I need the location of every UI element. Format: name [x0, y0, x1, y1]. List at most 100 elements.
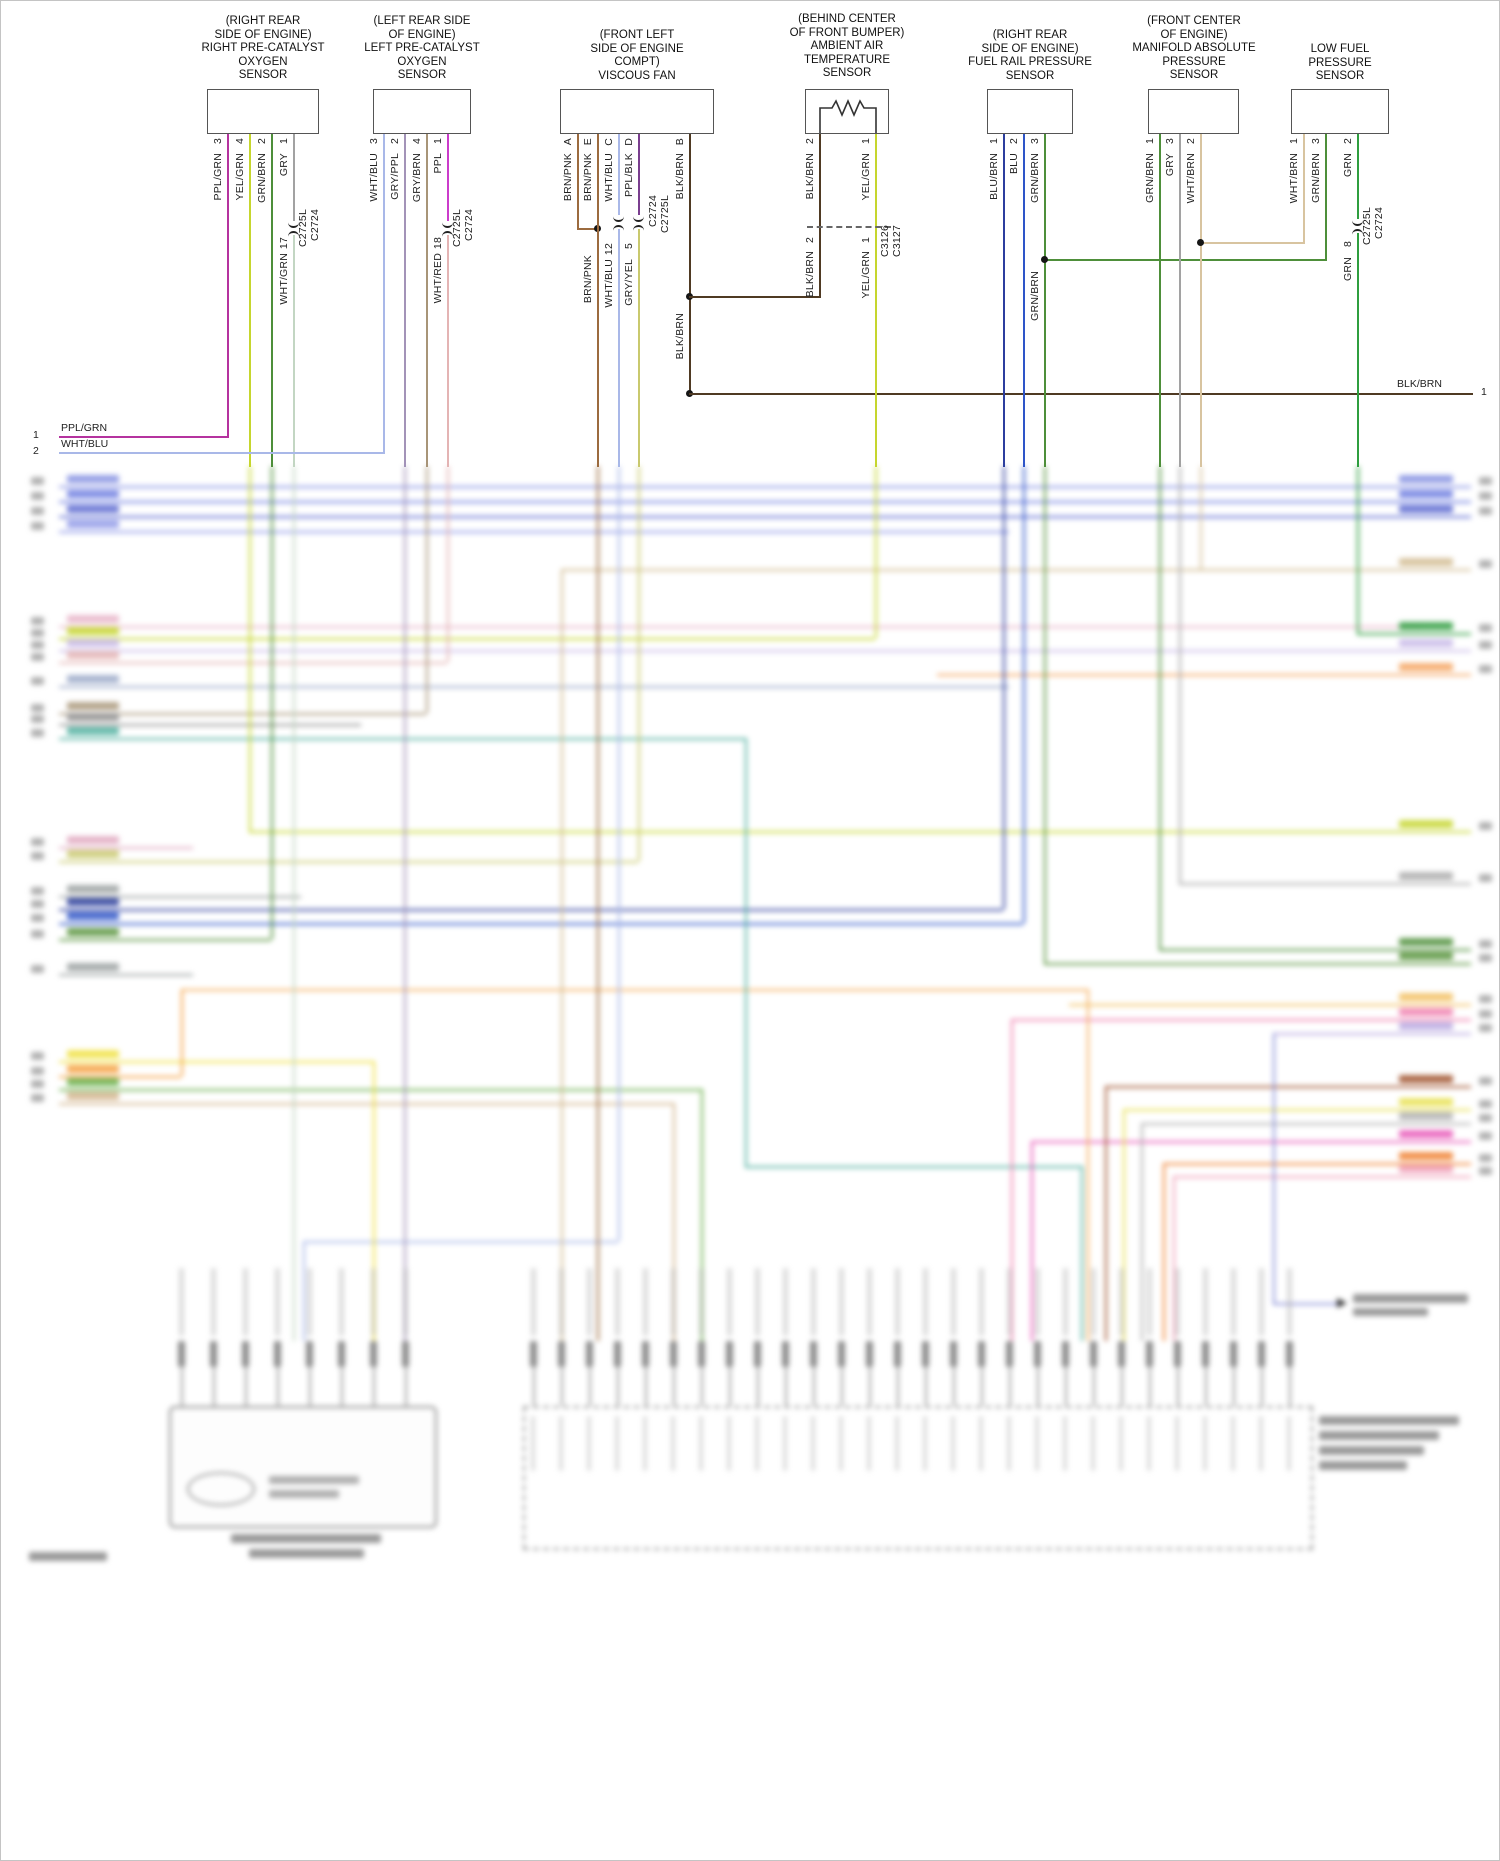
wire-blkbrn-link	[689, 296, 821, 298]
blurred-row-number	[31, 477, 44, 485]
wire-ppl	[447, 134, 449, 221]
blurred-pin-lead	[953, 1367, 955, 1406]
blurred-wire	[59, 516, 1471, 518]
blurred-wire-label	[1399, 938, 1453, 946]
blurred-wire	[59, 923, 1023, 925]
inline-connector-icon	[1352, 219, 1363, 236]
pin-label: D	[623, 138, 635, 146]
wire-label: BRN/PNK	[582, 255, 594, 304]
blurred-row-number	[1479, 1114, 1492, 1122]
blurred-pin-lead	[1121, 1367, 1123, 1406]
blurred-connector-pin	[530, 1341, 537, 1367]
blurred-wire	[701, 1089, 703, 1341]
wire-pplblk	[638, 134, 640, 215]
wire-label: PPL/GRN	[212, 153, 224, 201]
wire-blubrn	[1003, 134, 1005, 467]
blurred-pin-label	[867, 1268, 872, 1336]
blurred-connector-pin	[754, 1341, 761, 1367]
blurred-pin-lead	[757, 1367, 759, 1406]
blurred-pin-label	[243, 1268, 248, 1336]
blurred-row-number	[1479, 995, 1492, 1003]
connector-label: C2725L	[1361, 207, 1373, 245]
blurred-pin-label	[727, 1416, 731, 1471]
wire-label: YEL/GRN	[860, 153, 872, 201]
blurred-connector-pin	[1118, 1341, 1125, 1367]
blurred-pin-lead	[1149, 1367, 1151, 1406]
blurred-wire	[59, 1076, 181, 1078]
blurred-wire-label	[1399, 1112, 1453, 1120]
blurred-wire	[1044, 963, 1471, 965]
blurred-pin-label	[699, 1268, 704, 1336]
blurred-wire	[293, 466, 295, 1341]
blurred-wire	[59, 724, 361, 726]
blurred-wire	[1123, 1109, 1471, 1111]
wire-label: BLU	[1008, 153, 1020, 175]
blurred-row-number	[31, 852, 44, 860]
blurred-wire-label	[67, 836, 119, 844]
blurred-pin-lead	[1261, 1367, 1263, 1406]
blurred-wire-label	[1399, 505, 1453, 513]
blurred-caption	[1353, 1308, 1428, 1316]
pin-label: 2	[389, 138, 401, 145]
inline-connector-icon	[613, 215, 624, 232]
blurred-wire-label	[1399, 872, 1453, 880]
wire-yelgrn	[249, 134, 251, 467]
wire-label: YEL/GRN	[234, 153, 246, 201]
blurred-pin-label	[1231, 1268, 1236, 1336]
blurred-pin-label	[727, 1268, 732, 1336]
blurred-wire-label	[67, 675, 119, 683]
blurred-pin-label	[615, 1268, 620, 1336]
blurred-connector-pin	[1202, 1341, 1209, 1367]
connector-label: C2724	[647, 195, 659, 227]
wire-whtgrn	[293, 235, 295, 467]
blurred-wire	[59, 1061, 373, 1063]
wire-grybrn	[426, 134, 428, 467]
wire-whtbrn-lf	[1303, 134, 1305, 244]
connector-label: C2724	[463, 209, 475, 241]
wire-label: GRN	[1342, 257, 1354, 281]
blurred-wire	[1031, 1141, 1471, 1143]
blurred-pin-label	[643, 1416, 647, 1471]
resistor-icon	[819, 98, 877, 133]
blurred-pin-label	[1175, 1268, 1180, 1336]
blurred-row-number	[31, 629, 44, 637]
blurred-pin-lead	[561, 1367, 563, 1406]
right-o2-sensor-box	[207, 89, 319, 134]
blurred-connector-pin	[1062, 1341, 1069, 1367]
blurred-wire-label	[1399, 952, 1453, 960]
blurred-row-number	[31, 838, 44, 846]
blurred-row-number	[31, 965, 44, 973]
blurred-wire	[1044, 466, 1046, 963]
wire-label: BLK/BRN	[674, 153, 686, 200]
blurred-pin-label	[783, 1268, 788, 1336]
blurred-pin-lead	[841, 1367, 843, 1406]
blurred-wire-label	[1399, 558, 1453, 566]
blurred-wire	[1273, 1033, 1471, 1035]
viscous-fan-title: (FRONT LEFT SIDE OF ENGINE COMPT) VISCOU…	[590, 29, 684, 82]
blurred-pin-label	[923, 1268, 928, 1336]
connector-label: C2725L	[451, 209, 463, 247]
blurred-wire	[1173, 1176, 1175, 1341]
wire-label: PPL/BLK	[623, 153, 635, 198]
blurred-wire	[1003, 466, 1005, 909]
blurred-pin-lead	[1009, 1367, 1011, 1406]
blurred-wire	[1173, 1176, 1471, 1178]
wire-brnpnk-jog	[577, 228, 599, 230]
blurred-wire	[59, 974, 193, 976]
blurred-row-number	[1479, 874, 1492, 882]
blurred-row-number	[31, 653, 44, 661]
wire-label: WHT/RED	[432, 253, 444, 304]
blurred-connector-pin	[402, 1341, 409, 1367]
blurred-pin-label	[839, 1268, 844, 1336]
blurred-wire	[59, 686, 1009, 688]
blurred-pin-lead	[897, 1367, 899, 1406]
inline-connector-icon	[633, 215, 644, 232]
blurred-connector-pin	[1090, 1341, 1097, 1367]
blurred-pin-lead	[1037, 1367, 1039, 1406]
blurred-pin-lead	[1065, 1367, 1067, 1406]
blurred-pin-label	[867, 1416, 871, 1471]
connector-label: C2725L	[659, 195, 671, 233]
blurred-pin-lead	[617, 1367, 619, 1406]
blurred-pin-label	[923, 1416, 927, 1471]
blurred-wire-label	[67, 627, 119, 635]
